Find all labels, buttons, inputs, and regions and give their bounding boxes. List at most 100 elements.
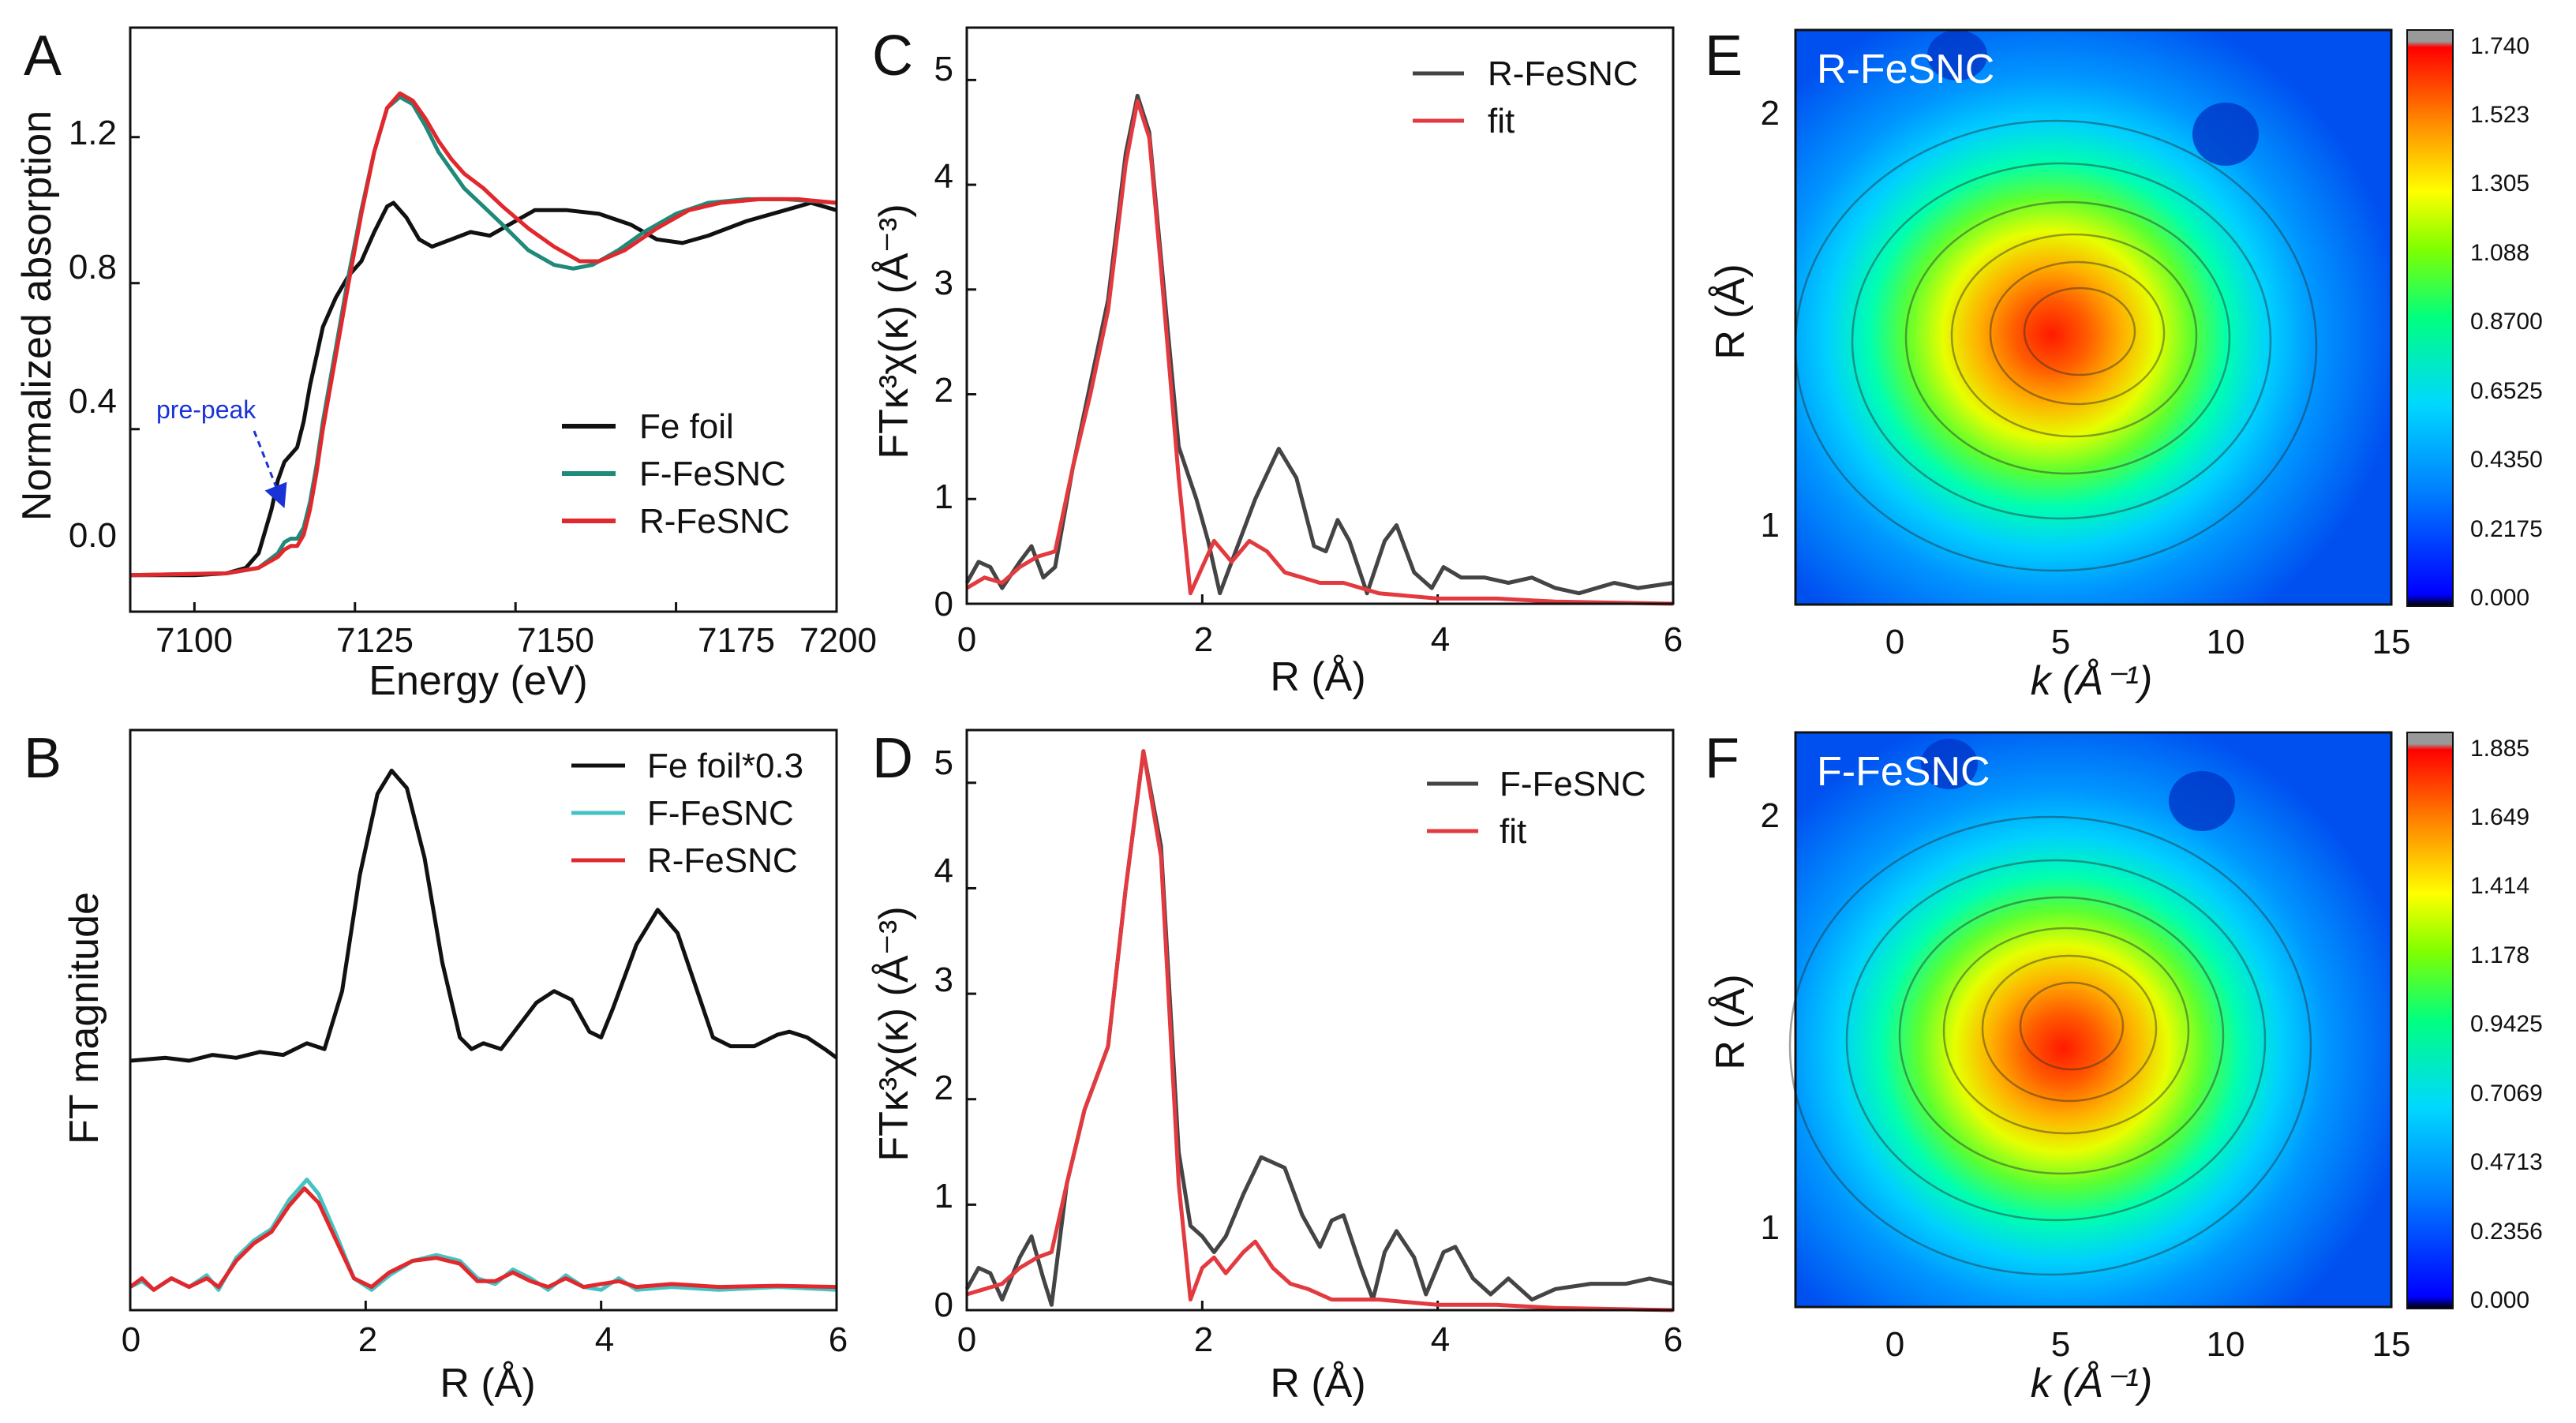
axes-frame-f xyxy=(1794,731,2393,1309)
xlabel-c: R (Å) xyxy=(1270,654,1365,700)
colorbar-tick: 1.740 xyxy=(2470,33,2529,59)
panel-label-e: E xyxy=(1705,24,1743,88)
colorbar-tick: 0.000 xyxy=(2470,585,2529,611)
xtick-label: 6 xyxy=(1664,620,1683,659)
series-f-fesnc xyxy=(964,749,1674,1307)
series-fit xyxy=(965,99,1674,606)
colorbar-tick: 1.088 xyxy=(2470,240,2529,266)
colorbar-gradient xyxy=(2406,29,2454,607)
xtick-label: 0 xyxy=(1885,623,1904,661)
xtick-label: 5 xyxy=(2051,1325,2070,1364)
legend-c: R-FeSNC fit xyxy=(1413,54,1638,140)
xticklabels-c: 0 2 4 6 xyxy=(957,620,1683,659)
ytick-label: 0.8 xyxy=(69,248,117,286)
contours-f xyxy=(1788,815,2312,1276)
axes-frame xyxy=(965,26,1675,605)
xtick-label: 6 xyxy=(829,1320,848,1359)
ytick-label: 1 xyxy=(1761,1208,1780,1247)
xtick-label: 15 xyxy=(2372,623,2411,661)
contour xyxy=(1981,954,2158,1103)
panel-label-a: A xyxy=(24,24,62,88)
ylabel-e: R (Å) xyxy=(1708,264,1754,359)
colorbar-tick: 1.885 xyxy=(2470,736,2529,762)
colorbar-tick: 0.6525 xyxy=(2470,378,2543,404)
contour xyxy=(2019,981,2125,1071)
ytick-label: 0.4 xyxy=(69,382,117,421)
xtick-label: 0 xyxy=(957,620,976,659)
xtick-label: 0 xyxy=(957,1320,976,1359)
xtick-label: 0 xyxy=(1885,1325,1904,1364)
xticklabels-b: 0 2 4 6 xyxy=(122,1320,848,1359)
contour xyxy=(1845,859,2267,1222)
legend-label: Fe foil*0.3 xyxy=(647,747,803,785)
ytick-label: 5 xyxy=(934,743,953,782)
colorbar-f: 1.885 1.649 1.414 1.178 0.9425 0.7069 0.… xyxy=(2406,732,2543,1313)
xtick-label: 7100 xyxy=(155,621,233,660)
ylabel-d: FTκ³χ(κ) (Å⁻³) xyxy=(871,906,917,1161)
legend-label: F-FeSNC xyxy=(639,455,786,493)
colorbar-tick: 0.2175 xyxy=(2470,516,2543,542)
colorbar-tick: 1.305 xyxy=(2470,170,2529,197)
colorbar-tick: 1.414 xyxy=(2470,873,2529,899)
panel-f: F F-FeSNC R (Å) k (Å⁻¹) 0 5 10 15 1 2 1.… xyxy=(1705,727,2543,1406)
xtick-label: 7175 xyxy=(698,621,775,660)
ylabel-c: FTκ³χ(κ) (Å⁻³) xyxy=(871,204,917,459)
xtick-label: 4 xyxy=(1431,1320,1450,1359)
legend-label: R-FeSNC xyxy=(1488,54,1638,93)
ytick-label: 3 xyxy=(934,961,953,999)
panel-b: B FT magnitude R (Å) 0 2 4 6 Fe foil*0.3… xyxy=(24,727,848,1406)
colorbar-tick: 1.178 xyxy=(2470,942,2529,968)
contour xyxy=(1788,815,2312,1276)
legend-label: F-FeSNC xyxy=(1500,765,1646,803)
xtick-label: 2 xyxy=(358,1320,377,1359)
xtick-label: 4 xyxy=(595,1320,614,1359)
yticklabels-d: 0 1 2 3 4 5 xyxy=(934,743,953,1324)
xlabel-e: k (Å⁻¹) xyxy=(2031,658,2153,704)
dark-spot xyxy=(2169,771,2235,831)
contours-e xyxy=(1794,119,2318,572)
xticklabels-d: 0 2 4 6 xyxy=(957,1320,1683,1359)
ylabel-b: FT magnitude xyxy=(62,892,107,1144)
heatmap-e xyxy=(1795,30,2391,605)
contour xyxy=(1904,200,2231,475)
ytick-label: 4 xyxy=(934,852,953,890)
series-f-fesnc xyxy=(129,95,837,578)
contour xyxy=(2023,286,2136,376)
colorbar-tick: 0.7069 xyxy=(2470,1080,2543,1107)
panel-label-d: D xyxy=(872,727,913,790)
series-fe-foil-0-3 xyxy=(129,768,838,1063)
series-r-fesnc xyxy=(129,91,837,578)
contour xyxy=(1950,233,2198,438)
legend-b: Fe foil*0.3 F-FeSNC R-FeSNC xyxy=(571,747,803,880)
ytick-label: 2 xyxy=(934,1069,953,1107)
axes-frame xyxy=(129,728,838,1312)
xtick-label: 15 xyxy=(2372,1325,2411,1364)
xticklabels-e: 0 5 10 15 xyxy=(1885,623,2411,661)
plot-area-b xyxy=(129,728,838,1312)
colorbar-tick: 0.8700 xyxy=(2470,309,2543,335)
ytick-label: 1 xyxy=(1761,506,1780,545)
xlabel-d: R (Å) xyxy=(1270,1361,1365,1406)
axes-frame-e xyxy=(1794,28,2393,606)
xtick-label: 5 xyxy=(2051,623,2070,661)
contour xyxy=(1898,896,2225,1175)
panel-label-b: B xyxy=(24,727,62,790)
axes-frame xyxy=(129,26,838,613)
legend-label: fit xyxy=(1488,102,1515,140)
contour xyxy=(1851,162,2272,520)
series-r-fesnc xyxy=(964,93,1674,596)
colorbar-tick: 0.000 xyxy=(2470,1287,2529,1313)
legend-a: Fe foil F-FeSNC R-FeSNC xyxy=(562,407,790,541)
ytick-label: 0 xyxy=(934,1286,953,1324)
xtick-label: 2 xyxy=(1194,620,1213,659)
dark-spot xyxy=(1927,30,1987,81)
plot-area-c xyxy=(964,26,1675,606)
xtick-label: 7150 xyxy=(517,621,594,660)
legend-label: R-FeSNC xyxy=(647,841,798,880)
dark-spot xyxy=(2192,103,2259,166)
ytick-label: 2 xyxy=(934,371,953,410)
yticklabels-e: 1 2 xyxy=(1761,94,1780,545)
panel-c: C FTκ³χ(κ) (Å⁻³) R (Å) 0 2 4 6 0 1 2 3 4… xyxy=(871,24,1683,700)
ytick-label: 4 xyxy=(934,157,953,196)
